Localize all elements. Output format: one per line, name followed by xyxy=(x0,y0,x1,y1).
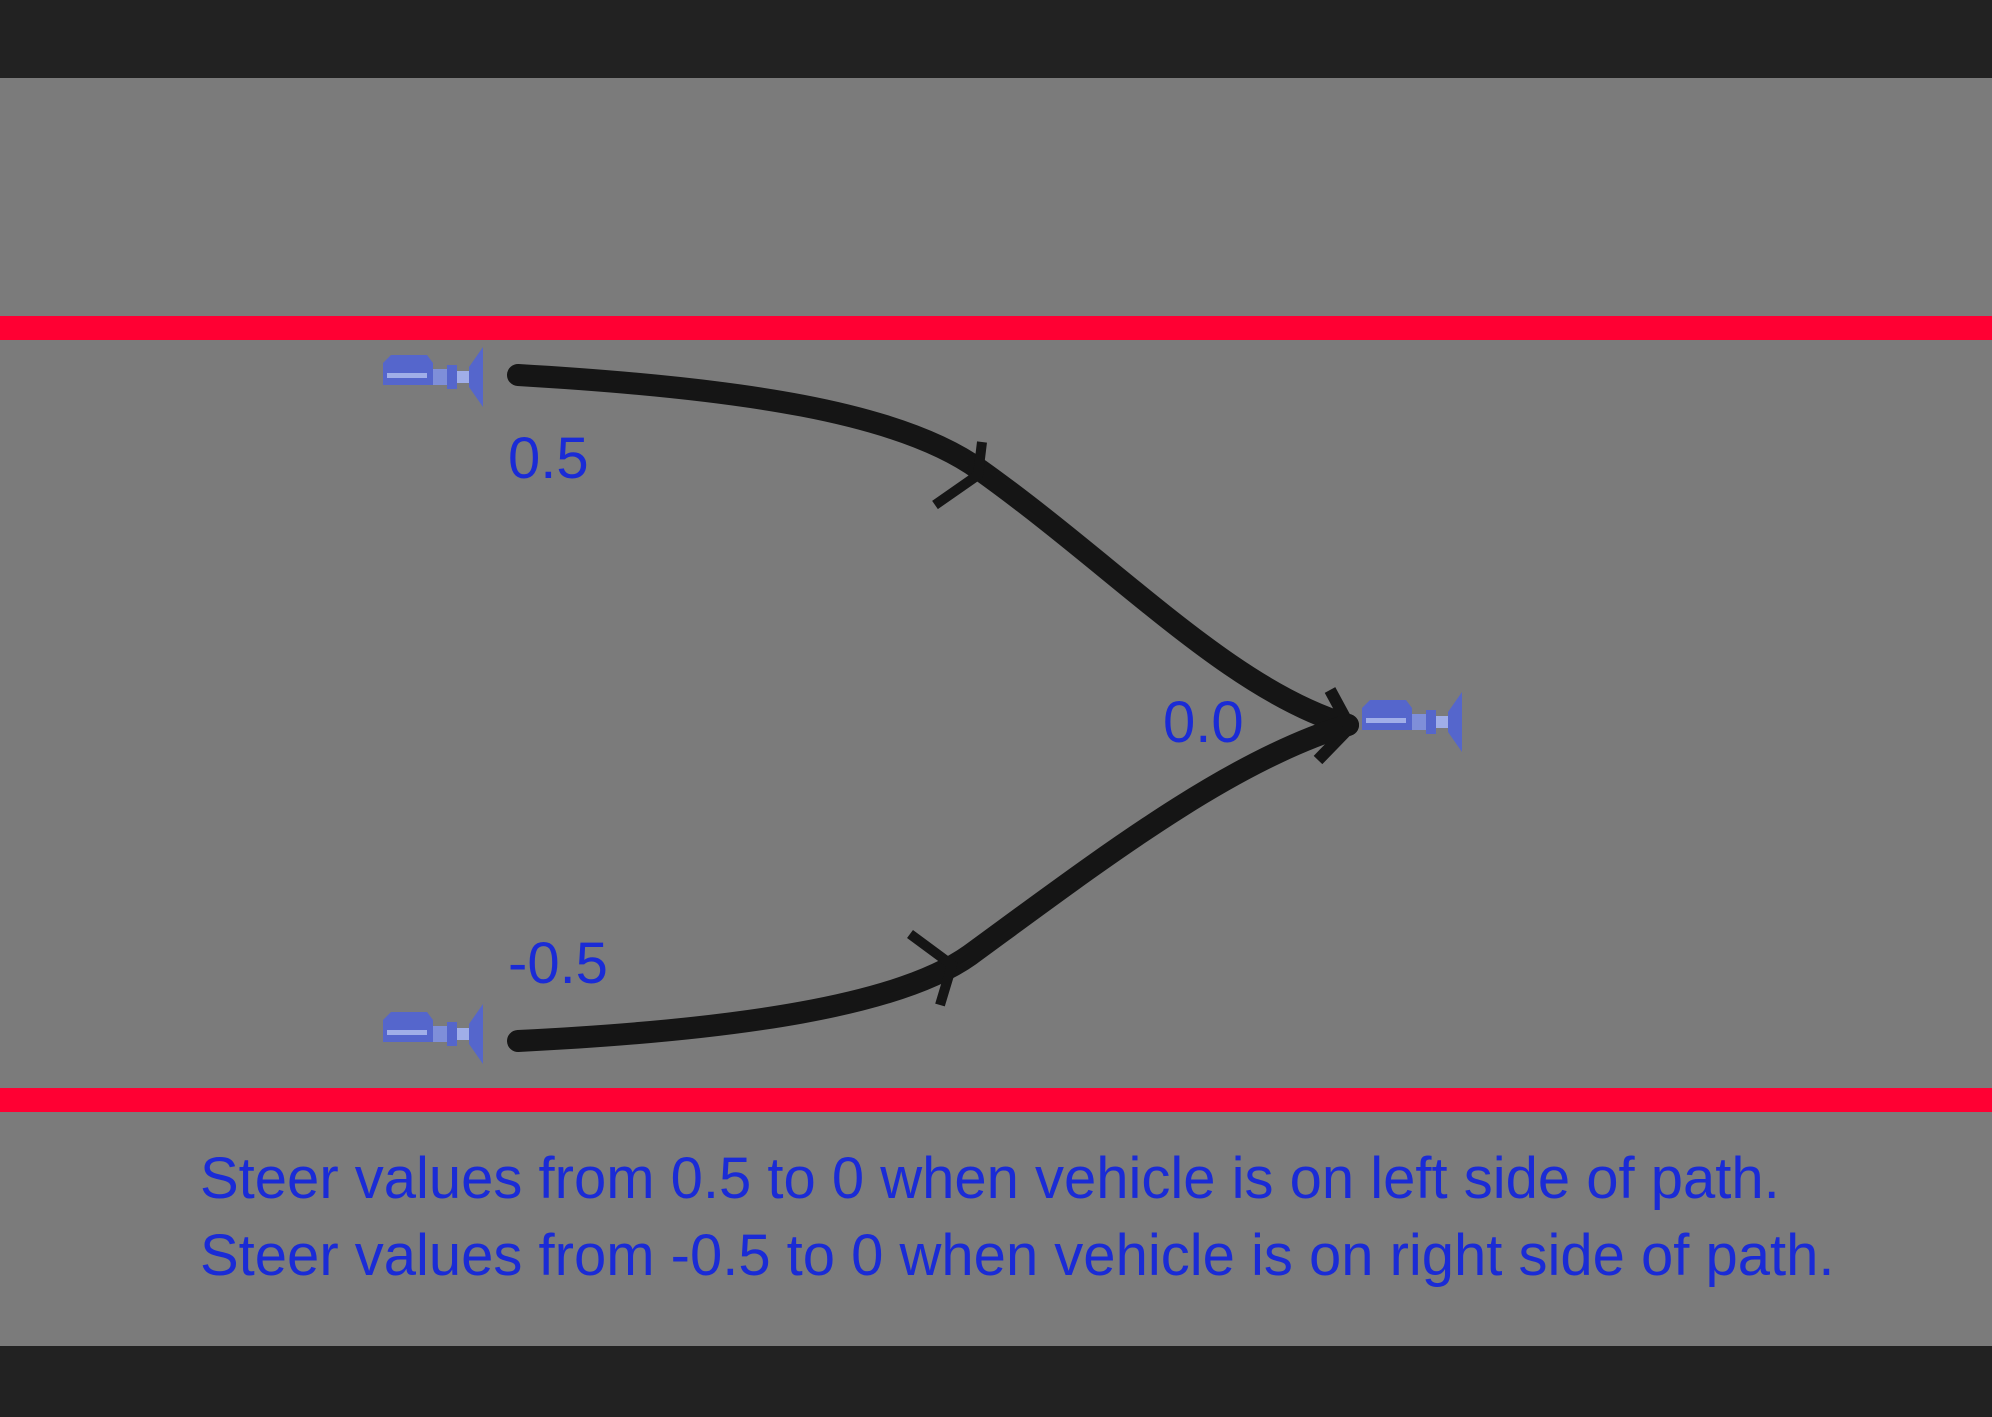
caption-line-left: Steer values from 0.5 to 0 when vehicle … xyxy=(200,1146,1780,1211)
right-boundary-line xyxy=(0,1088,1992,1112)
road-surface xyxy=(0,78,1992,1346)
steer-label-right-start: -0.5 xyxy=(508,931,608,996)
caption: Steer values from 0.5 to 0 when vehicle … xyxy=(200,1140,1835,1294)
path-right-to-center xyxy=(507,714,1359,1052)
steer-label-left-start: 0.5 xyxy=(508,426,589,491)
steer-label-target: 0.0 xyxy=(1163,690,1244,755)
caption-line-right: Steer values from -0.5 to 0 when vehicle… xyxy=(200,1223,1835,1288)
arrowhead-icon xyxy=(907,929,958,1007)
left-boundary-line xyxy=(0,316,1992,340)
arrowhead-icon xyxy=(1313,687,1358,765)
arrowhead-icon xyxy=(932,441,987,510)
